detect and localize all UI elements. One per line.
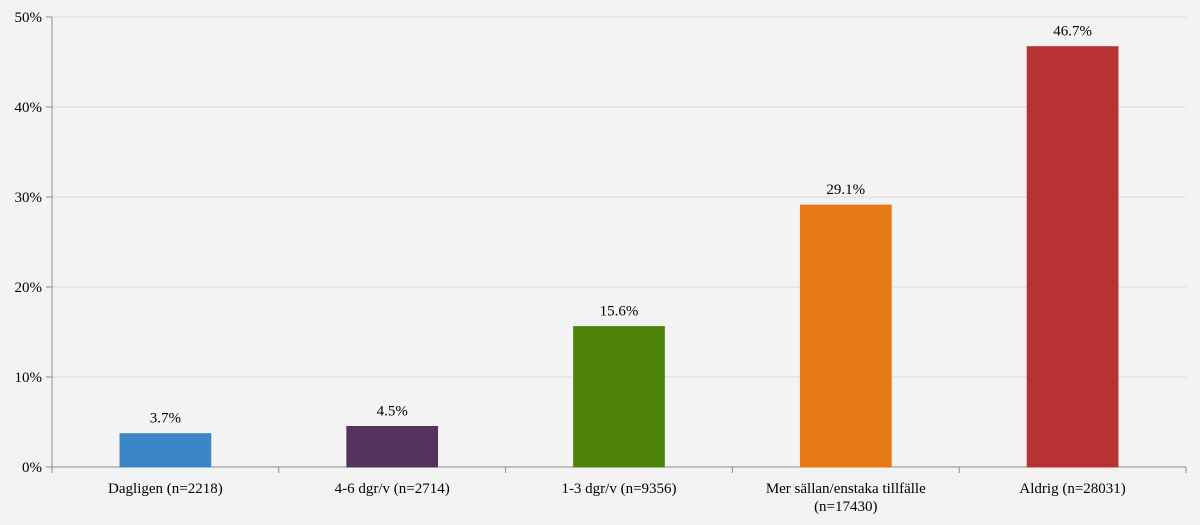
bar — [119, 433, 212, 468]
data-label: 46.7% — [1053, 24, 1092, 40]
category-label: Dagligen (n=2218) — [108, 481, 223, 497]
bar — [573, 326, 665, 468]
bar — [799, 204, 892, 468]
bar — [1026, 46, 1119, 468]
category-label: Aldrig (n=28031) — [1019, 481, 1125, 497]
data-label: 4.5% — [377, 404, 408, 420]
y-tick-label: 30% — [15, 190, 43, 206]
data-label: 3.7% — [150, 411, 181, 427]
y-tick-label: 50% — [15, 10, 43, 26]
data-label: 29.1% — [826, 182, 865, 198]
y-tick-label: 10% — [15, 370, 43, 386]
y-tick-label: 40% — [15, 100, 43, 116]
data-label: 15.6% — [600, 304, 639, 320]
labels: 0% 10% 20% 30% 40% 50% 3.7% Dagligen (n=2218) 4.… — [15, 10, 1126, 515]
bar — [346, 426, 439, 468]
category-label: Mer sällan/enstaka tillfälle (n=17430) — [766, 481, 926, 515]
y-tick-label: 0% — [22, 460, 42, 476]
bars — [119, 46, 1119, 468]
y-tick-label: 20% — [15, 280, 43, 296]
category-label: 4-6 dgr/v (n=2714) — [335, 481, 450, 497]
gridlines — [52, 16, 1186, 378]
category-label: 1-3 dgr/v (n=9356) — [561, 481, 676, 497]
